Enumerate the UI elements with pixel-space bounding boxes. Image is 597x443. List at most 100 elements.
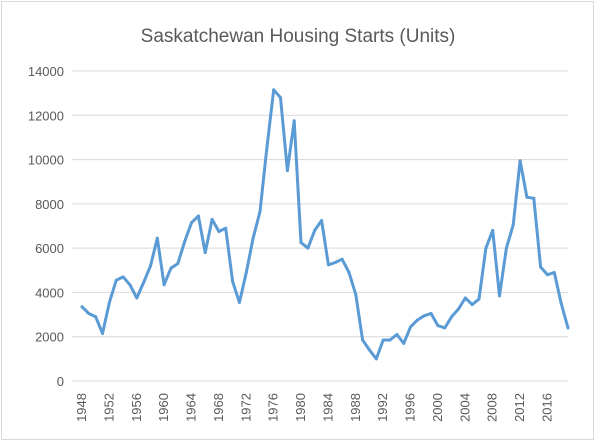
x-tick-label: 1968 — [211, 393, 226, 422]
data-point — [203, 251, 207, 255]
data-point — [402, 341, 406, 345]
data-point — [142, 281, 146, 284]
data-point — [285, 169, 289, 173]
data-point — [498, 294, 501, 298]
data-point — [463, 296, 467, 300]
data-point — [436, 324, 440, 328]
data-point — [409, 325, 413, 329]
x-tick-label: 1996 — [403, 393, 418, 422]
data-point — [525, 195, 529, 199]
gridlines — [72, 70, 568, 338]
x-axis-tick-labels: 1948 1952 1956 1960 1964 1968 1972 1976 1980 1984… — [74, 393, 554, 422]
data-point — [347, 271, 351, 274]
data-point — [491, 228, 495, 232]
data-point — [155, 236, 159, 240]
data-point — [149, 264, 152, 268]
data-point — [265, 147, 269, 150]
data-point — [251, 236, 255, 240]
x-tick-label: 1956 — [129, 393, 144, 422]
data-point — [94, 315, 98, 319]
data-point — [450, 315, 454, 319]
data-point — [354, 293, 358, 297]
y-tick-label: 12000 — [28, 108, 64, 123]
x-tick-label: 1988 — [348, 393, 363, 422]
data-point — [162, 283, 166, 287]
data-point — [539, 265, 543, 269]
y-tick-label: 2000 — [35, 330, 64, 345]
x-tick-label: 1992 — [375, 393, 390, 422]
data-point — [169, 266, 173, 270]
y-tick-label: 14000 — [28, 64, 64, 79]
data-point — [135, 296, 139, 300]
data-point — [552, 271, 556, 274]
data-point — [237, 300, 241, 304]
data-point — [128, 283, 132, 287]
data-point — [210, 217, 214, 221]
data-point — [272, 88, 276, 92]
x-tick-label: 1980 — [293, 393, 308, 422]
data-point — [546, 273, 549, 277]
data-point — [326, 263, 330, 267]
data-point — [388, 338, 392, 342]
data-point — [340, 257, 344, 261]
data-point — [176, 262, 180, 266]
data-point — [559, 302, 563, 305]
x-tick-label: 2000 — [430, 393, 445, 422]
x-tick-label: 2008 — [485, 393, 500, 422]
x-tick-label: 1976 — [266, 393, 281, 422]
data-point — [457, 307, 460, 311]
y-tick-label: 4000 — [35, 285, 64, 300]
data-point — [504, 246, 508, 250]
data-point — [511, 223, 515, 227]
data-point — [443, 326, 447, 330]
data-point — [231, 279, 235, 283]
data-point — [422, 314, 426, 318]
data-point — [415, 318, 419, 322]
y-tick-label: 0 — [57, 374, 64, 389]
data-point — [395, 333, 399, 336]
data-point — [429, 312, 433, 315]
x-tick-label: 1952 — [101, 393, 116, 422]
data-point — [183, 240, 187, 243]
data-point — [258, 210, 262, 214]
x-tick-label: 1964 — [184, 393, 199, 422]
data-point — [477, 297, 481, 301]
data-point — [484, 246, 488, 250]
y-tick-label: 8000 — [35, 197, 64, 212]
data-point — [244, 271, 248, 274]
data-point — [374, 357, 378, 361]
data-point — [299, 241, 303, 245]
x-tick-label: 2016 — [539, 393, 554, 422]
data-point — [361, 338, 365, 342]
x-tick-label: 1972 — [238, 393, 253, 422]
x-tick-label: 1948 — [74, 393, 89, 422]
data-point — [292, 119, 296, 123]
data-point — [121, 275, 125, 279]
series-layer — [80, 88, 570, 361]
data-point — [532, 196, 536, 200]
data-point — [87, 312, 91, 315]
data-point — [368, 348, 371, 352]
data-point — [279, 96, 282, 100]
data-point — [190, 221, 193, 225]
data-point — [470, 303, 474, 307]
data-point — [107, 300, 111, 304]
y-tick-label: 6000 — [35, 241, 64, 256]
data-point — [101, 331, 104, 335]
series-line — [80, 88, 570, 361]
data-point — [313, 228, 317, 232]
data-point — [566, 326, 570, 330]
data-point — [196, 214, 200, 218]
data-point — [381, 338, 385, 342]
x-tick-label: 2004 — [457, 393, 472, 422]
data-point — [306, 246, 310, 250]
data-point — [217, 230, 221, 233]
chart-title: Saskatchewan Housing Starts (Units) — [141, 26, 456, 47]
y-axis-tick-labels: 0 2000 4000 6000 8000 10000 12000 14000 — [28, 64, 64, 389]
y-tick-label: 10000 — [28, 153, 64, 168]
data-point — [518, 159, 522, 163]
x-tick-label: 2012 — [512, 393, 527, 422]
data-point — [320, 219, 324, 222]
